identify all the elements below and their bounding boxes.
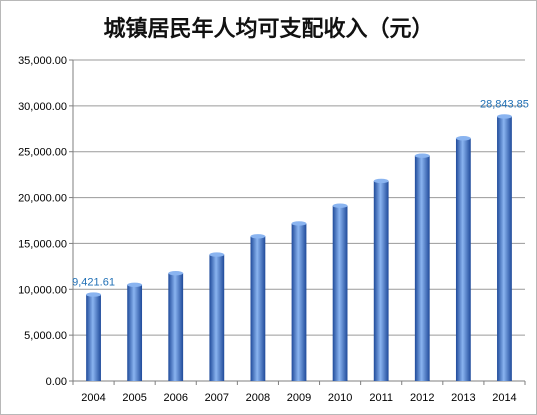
bar-cap-2011 (373, 178, 389, 184)
labels: 0.00 5,000.00 10,000.00 15,000.00 20,000.00 2… (18, 55, 529, 404)
bar-cap-2005 (127, 282, 143, 287)
x-tick-label: 2010 (328, 392, 352, 404)
bar-2014 (497, 116, 512, 381)
x-tick-label: 2014 (492, 392, 516, 404)
bar-2004 (86, 294, 101, 381)
y-tick-label: 15,000.00 (18, 238, 67, 250)
bar-cap-2004 (86, 292, 101, 297)
y-tick-label: 20,000.00 (18, 193, 67, 205)
chart-title: 城镇居民年人均可支配收入（元） (103, 17, 434, 42)
bar-2007 (209, 254, 225, 381)
x-tick-label: 2009 (287, 392, 311, 404)
bar-2010 (332, 205, 348, 381)
bar-2012 (414, 155, 430, 381)
bar-2011 (373, 180, 389, 381)
x-tick-label: 2005 (122, 392, 146, 404)
bar-2008 (250, 236, 266, 381)
bar-cap-2013 (455, 136, 471, 141)
bars (86, 114, 512, 381)
data-label-2014: 28,843.85 (480, 98, 529, 110)
data-label-2004: 9,421.61 (72, 277, 115, 289)
y-tick-label: 10,000.00 (18, 284, 67, 296)
x-tick-label: 2007 (205, 392, 229, 404)
bar-cap-2006 (168, 270, 184, 276)
bar-2013 (455, 138, 471, 381)
y-tick-label: 30,000.00 (18, 101, 67, 113)
x-tick-label: 2004 (81, 392, 105, 404)
bar-cap-2014 (497, 114, 512, 119)
bar-cap-2009 (291, 221, 307, 226)
bar-2009 (291, 223, 307, 381)
bar-2005 (127, 284, 143, 381)
x-tick-label: 2011 (369, 392, 393, 404)
y-tick-label: 35,000.00 (18, 55, 67, 67)
x-tick-label: 2008 (246, 392, 270, 404)
y-tick-label: 5,000.00 (24, 330, 67, 342)
x-tick-label: 2012 (410, 392, 434, 404)
x-tick-label: 2013 (451, 392, 475, 404)
y-tick-label: 0.00 (46, 376, 67, 388)
bar-cap-2010 (332, 203, 348, 208)
bar-cap-2012 (414, 153, 430, 158)
bar-2006 (168, 273, 184, 381)
x-tick-label: 2006 (163, 392, 187, 404)
y-tick-label: 25,000.00 (18, 147, 67, 159)
bar-cap-2008 (250, 234, 266, 239)
bar-cap-2007 (209, 252, 225, 257)
